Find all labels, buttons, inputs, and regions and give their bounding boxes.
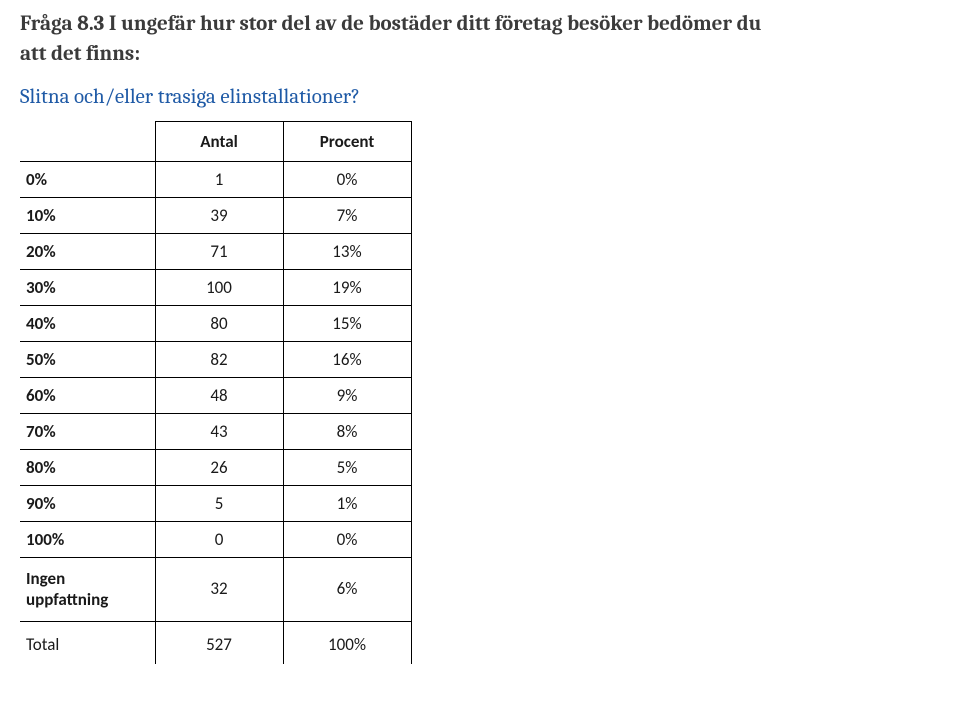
row-antal: 48 bbox=[155, 378, 283, 414]
row-label-ingen: Ingen uppfattning bbox=[20, 558, 155, 622]
row-label: 10% bbox=[20, 198, 155, 234]
row-procent: 5% bbox=[283, 450, 411, 486]
row-procent: 0% bbox=[283, 522, 411, 558]
row-antal: 26 bbox=[155, 450, 283, 486]
row-label: 20% bbox=[20, 234, 155, 270]
row-procent: 1% bbox=[283, 486, 411, 522]
table-row: 60% 48 9% bbox=[20, 378, 411, 414]
table-row: 50% 82 16% bbox=[20, 342, 411, 378]
table-header-row: Antal Procent bbox=[20, 122, 411, 162]
table-row: 80% 26 5% bbox=[20, 450, 411, 486]
document-page: Fråga 8.3 I ungefär hur stor del av de b… bbox=[0, 0, 960, 664]
row-procent: 19% bbox=[283, 270, 411, 306]
row-antal: 100 bbox=[155, 270, 283, 306]
row-procent: 9% bbox=[283, 378, 411, 414]
row-label: 60% bbox=[20, 378, 155, 414]
row-procent: 6% bbox=[283, 558, 411, 622]
row-procent: 15% bbox=[283, 306, 411, 342]
ingen-l1: Ingen bbox=[26, 569, 145, 589]
total-procent: 100% bbox=[283, 622, 411, 664]
row-label: 70% bbox=[20, 414, 155, 450]
table-row: 100% 0 0% bbox=[20, 522, 411, 558]
table-row: 70% 43 8% bbox=[20, 414, 411, 450]
row-antal: 80 bbox=[155, 306, 283, 342]
row-label: 40% bbox=[20, 306, 155, 342]
ingen-l2: uppfattning bbox=[26, 590, 145, 610]
row-label: 100% bbox=[20, 522, 155, 558]
row-procent: 16% bbox=[283, 342, 411, 378]
table-row: 0% 1 0% bbox=[20, 162, 411, 198]
row-antal: 5 bbox=[155, 486, 283, 522]
question-line-1: Fråga 8.3 I ungefär hur stor del av de b… bbox=[20, 12, 761, 36]
table-row: 20% 71 13% bbox=[20, 234, 411, 270]
row-procent: 13% bbox=[283, 234, 411, 270]
row-procent: 8% bbox=[283, 414, 411, 450]
row-antal: 39 bbox=[155, 198, 283, 234]
table-row: 10% 39 7% bbox=[20, 198, 411, 234]
row-antal: 71 bbox=[155, 234, 283, 270]
table-row-total: Total 527 100% bbox=[20, 622, 411, 664]
row-antal: 32 bbox=[155, 558, 283, 622]
header-procent: Procent bbox=[283, 122, 411, 162]
row-label: 80% bbox=[20, 450, 155, 486]
question-line-2: att det finns: bbox=[20, 42, 140, 66]
row-label: 50% bbox=[20, 342, 155, 378]
sub-question: Slitna och/eller trasiga elinstallatione… bbox=[20, 83, 940, 111]
row-antal: 43 bbox=[155, 414, 283, 450]
row-antal: 82 bbox=[155, 342, 283, 378]
row-label: 90% bbox=[20, 486, 155, 522]
header-antal: Antal bbox=[155, 122, 283, 162]
question-line-2-wrap: att det finns: bbox=[20, 40, 940, 68]
data-table: Antal Procent 0% 1 0% 10% 39 7% 20% 71 1… bbox=[20, 121, 412, 664]
total-antal: 527 bbox=[155, 622, 283, 664]
row-antal: 0 bbox=[155, 522, 283, 558]
row-procent: 7% bbox=[283, 198, 411, 234]
row-procent: 0% bbox=[283, 162, 411, 198]
row-antal: 1 bbox=[155, 162, 283, 198]
table-row: 40% 80 15% bbox=[20, 306, 411, 342]
table-row: 90% 5 1% bbox=[20, 486, 411, 522]
question-heading: Fråga 8.3 I ungefär hur stor del av de b… bbox=[20, 10, 940, 38]
header-blank bbox=[20, 122, 155, 162]
total-label: Total bbox=[20, 622, 155, 664]
table-row-ingen: Ingen uppfattning 32 6% bbox=[20, 558, 411, 622]
row-label: 30% bbox=[20, 270, 155, 306]
row-label: 0% bbox=[20, 162, 155, 198]
table-row: 30% 100 19% bbox=[20, 270, 411, 306]
